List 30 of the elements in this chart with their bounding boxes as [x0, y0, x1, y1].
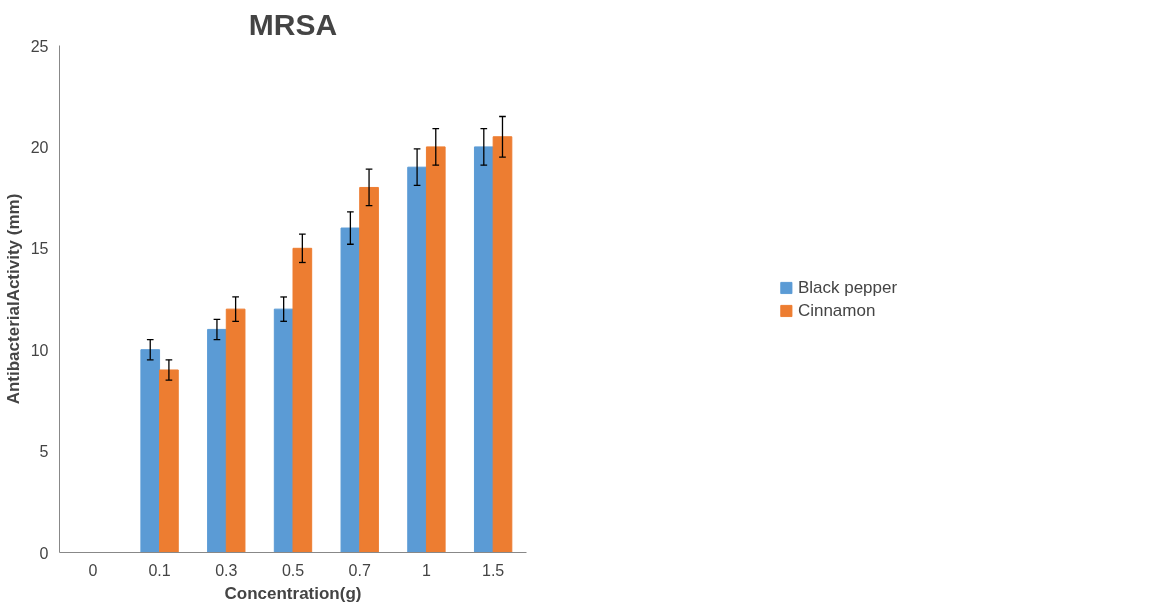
y-tick-label: 10 — [30, 341, 49, 359]
y-tick-label: 5 — [39, 443, 49, 461]
legend-label: Cinnamon — [797, 300, 876, 320]
x-tick-label: 0 — [88, 561, 98, 579]
x-tick-label: 1.5 — [482, 561, 505, 579]
x-tick-label: 1 — [421, 561, 431, 579]
bar — [292, 247, 313, 553]
bar — [425, 146, 446, 553]
bar — [207, 328, 227, 553]
y-axis-title: AntibacterialActivity (mm) — [3, 193, 23, 405]
bar — [407, 166, 427, 553]
bar — [159, 369, 179, 553]
x-tick-label: 0.1 — [148, 561, 171, 579]
bar — [273, 308, 294, 553]
bar — [225, 308, 246, 553]
x-axis-title: Concentration(g) — [224, 583, 362, 603]
y-tick-label: 0 — [39, 544, 49, 562]
bar — [473, 146, 494, 553]
bar — [140, 349, 161, 553]
bar — [340, 227, 361, 553]
x-tick-label: 0.3 — [215, 561, 238, 579]
x-tick-label: 0.7 — [348, 561, 371, 579]
chart-title: MRSA — [248, 7, 338, 41]
y-tick-label: 15 — [30, 240, 49, 258]
legend-label: Black pepper — [797, 277, 898, 297]
x-tick-label: 0.5 — [281, 561, 305, 579]
bar — [359, 186, 379, 553]
bar — [492, 136, 513, 553]
y-tick-label: 25 — [30, 37, 49, 55]
y-tick-label: 20 — [30, 138, 49, 156]
